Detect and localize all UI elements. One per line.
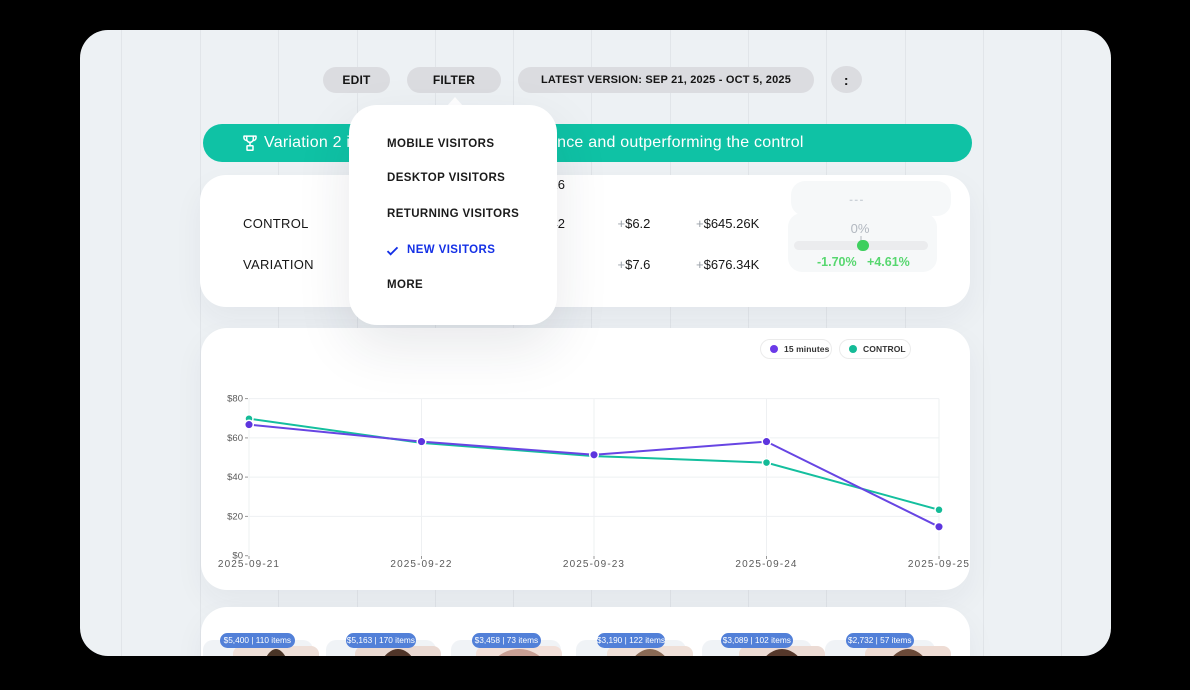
svg-text:$80: $80 xyxy=(227,394,243,405)
svg-text:2025-09-21: 2025-09-21 xyxy=(218,559,280,570)
svg-text:2025-09-22: 2025-09-22 xyxy=(390,559,452,570)
svg-text:2025-09-24: 2025-09-24 xyxy=(735,559,797,570)
svg-text:$60: $60 xyxy=(227,433,243,444)
svg-text:2025-09-23: 2025-09-23 xyxy=(563,559,625,570)
svg-text:2025-09-25: 2025-09-25 xyxy=(908,559,970,570)
svg-text:$0: $0 xyxy=(232,551,243,562)
svg-text:$20: $20 xyxy=(227,511,243,522)
svg-text:$40: $40 xyxy=(227,472,243,483)
